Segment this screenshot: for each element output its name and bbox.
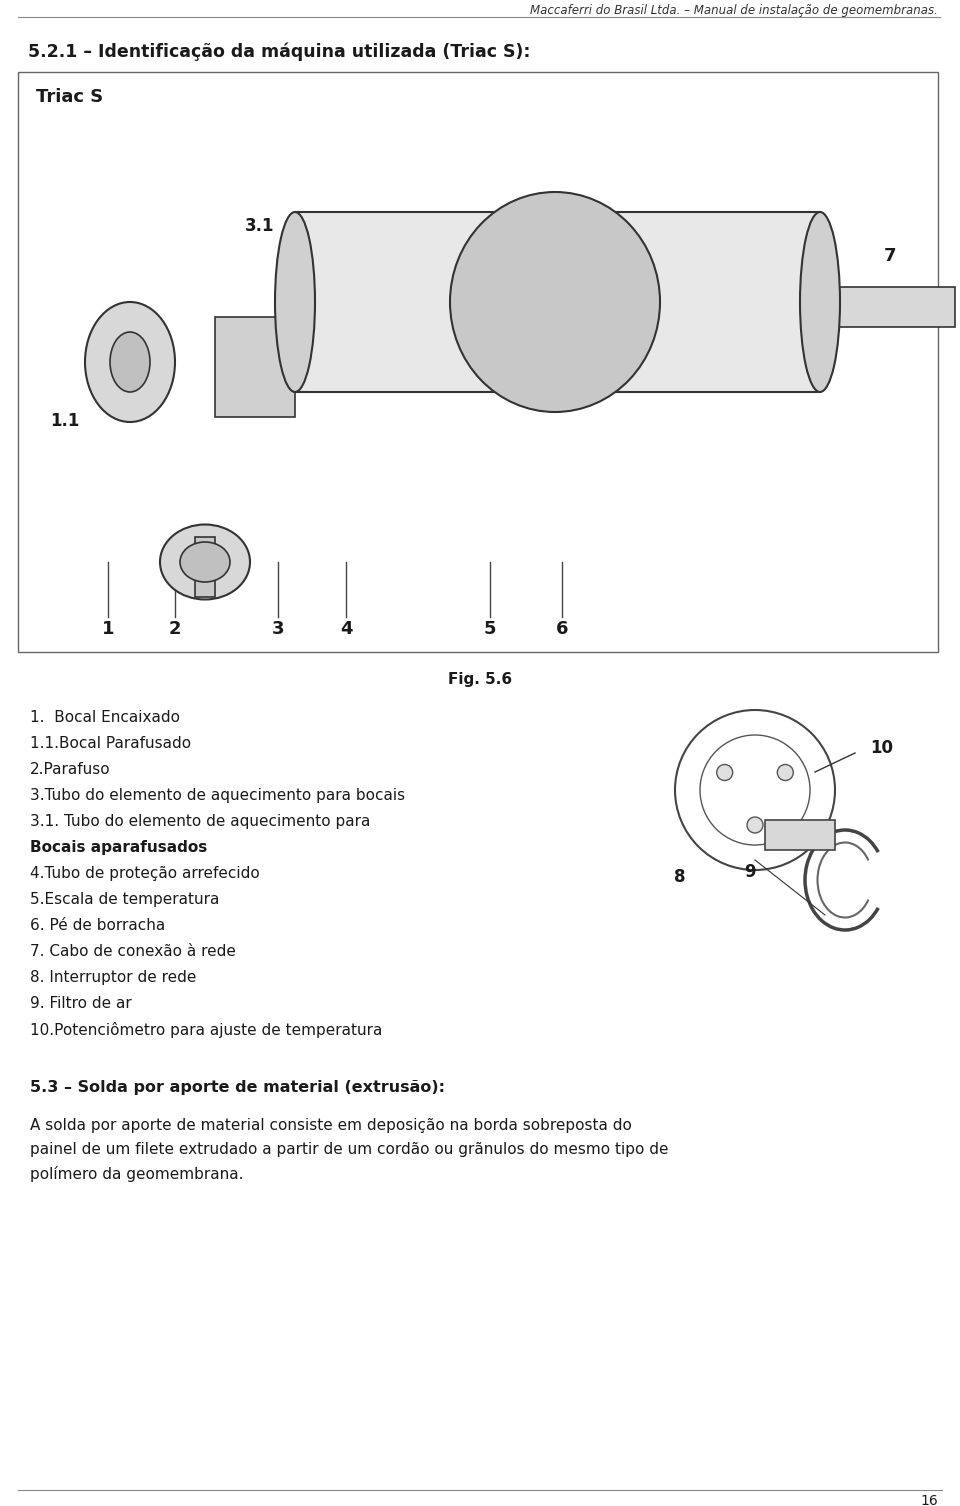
Ellipse shape [160, 524, 250, 599]
Text: 9. Filtro de ar: 9. Filtro de ar [30, 995, 132, 1011]
Ellipse shape [275, 212, 315, 392]
Ellipse shape [85, 303, 175, 422]
Bar [215, 316, 295, 417]
Ellipse shape [180, 542, 230, 581]
Text: Bocais aparafusados: Bocais aparafusados [30, 840, 207, 855]
Ellipse shape [450, 191, 660, 413]
Text: 2.Parafuso: 2.Parafuso [30, 762, 110, 777]
Circle shape [778, 765, 793, 780]
Text: 1.1.Bocal Parafusado: 1.1.Bocal Parafusado [30, 736, 191, 751]
Text: 2: 2 [169, 620, 181, 639]
Text: 3.Tubo do elemento de aquecimento para bocais: 3.Tubo do elemento de aquecimento para b… [30, 788, 405, 803]
Text: 5: 5 [484, 620, 496, 639]
Circle shape [747, 816, 763, 833]
Text: 4.Tubo de proteção arrefecido: 4.Tubo de proteção arrefecido [30, 866, 260, 881]
Text: 10.Potenciômetro para ajuste de temperatura: 10.Potenciômetro para ajuste de temperat… [30, 1023, 382, 1038]
Ellipse shape [110, 331, 150, 392]
Bar [18, 72, 938, 652]
Bar [295, 212, 820, 392]
Text: 9: 9 [744, 863, 756, 881]
Text: 5.Escala de temperatura: 5.Escala de temperatura [30, 892, 220, 907]
Text: polímero da geomembrana.: polímero da geomembrana. [30, 1166, 244, 1182]
Text: 8. Interruptor de rede: 8. Interruptor de rede [30, 970, 197, 985]
Text: 8: 8 [674, 867, 685, 886]
Text: 5.2.1 – Identificação da máquina utilizada (Triac S):: 5.2.1 – Identificação da máquina utiliza… [28, 42, 531, 60]
Text: 7: 7 [884, 247, 897, 265]
Text: 1: 1 [102, 620, 114, 639]
Text: painel de um filete extrudado a partir de um cordão ou grãnulos do mesmo tipo de: painel de um filete extrudado a partir d… [30, 1142, 668, 1157]
Bar [820, 288, 955, 327]
Bar [195, 538, 215, 596]
Text: 10: 10 [870, 739, 893, 758]
Text: 6. Pé de borracha: 6. Pé de borracha [30, 919, 165, 934]
Text: 4: 4 [340, 620, 352, 639]
Text: 5.3 – Solda por aporte de material (extrusão):: 5.3 – Solda por aporte de material (extr… [30, 1080, 445, 1095]
Text: A solda por aporte de material consiste em deposição na borda sobreposta do: A solda por aporte de material consiste … [30, 1117, 632, 1133]
Circle shape [717, 765, 732, 780]
Bar [765, 819, 835, 849]
Text: 6: 6 [556, 620, 568, 639]
Ellipse shape [800, 212, 840, 392]
Text: 3.1: 3.1 [245, 217, 275, 235]
Text: Fig. 5.6: Fig. 5.6 [448, 672, 512, 687]
Text: 1.1: 1.1 [50, 413, 80, 431]
Text: 3: 3 [272, 620, 284, 639]
Text: 3.1. Tubo do elemento de aquecimento para: 3.1. Tubo do elemento de aquecimento par… [30, 815, 371, 828]
Text: Triac S: Triac S [36, 87, 104, 105]
Text: 16: 16 [921, 1494, 938, 1506]
Text: 1.  Bocal Encaixado: 1. Bocal Encaixado [30, 709, 180, 724]
Text: 7. Cabo de conexão à rede: 7. Cabo de conexão à rede [30, 944, 236, 959]
Text: Maccaferri do Brasil Ltda. – Manual de instalação de geomembranas.: Maccaferri do Brasil Ltda. – Manual de i… [530, 5, 938, 17]
